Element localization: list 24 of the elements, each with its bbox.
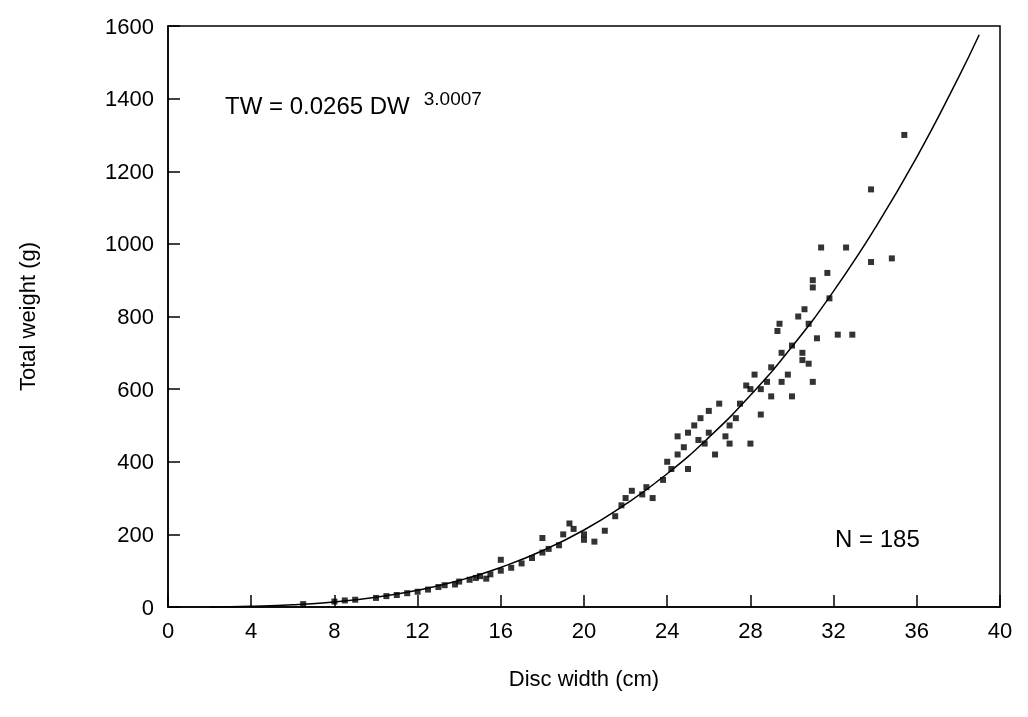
x-tick-label: 24 — [654, 617, 680, 643]
y-tick-label: 800 — [117, 304, 154, 329]
x-tick-label: 16 — [488, 617, 514, 643]
y-tick-label: 200 — [117, 521, 154, 547]
y-tick-label: 400 — [117, 449, 154, 475]
x-tick-label: 0 — [161, 617, 175, 643]
y-tick-label: 0 — [141, 594, 154, 620]
y-tick-label: 600 — [117, 376, 154, 402]
annotation: TW = 0.0265 DW$^{3.0007}$ — [225, 88, 482, 120]
y-tick-label: 1200 — [105, 158, 154, 184]
x-tick-label: 4 — [245, 617, 258, 643]
y-tick-label: 1000 — [105, 231, 154, 257]
x-tick-label: 20 — [571, 617, 597, 643]
x-tick-label: 40 — [987, 617, 1013, 643]
x-tick-label: 28 — [738, 617, 763, 643]
x-axis-title: Disc width (cm) — [508, 665, 660, 691]
x-tick-label: 32 — [821, 617, 846, 643]
x-tick-label: 8 — [328, 617, 341, 643]
x-tick-label: 36 — [904, 617, 930, 643]
y-tick-label: 1400 — [105, 86, 154, 112]
annotation: N = 185 — [835, 525, 920, 553]
y-axis-title: Total weight (g) — [14, 241, 40, 392]
y-tick-label: 1600 — [105, 13, 154, 39]
x-tick-label: 12 — [405, 617, 430, 643]
